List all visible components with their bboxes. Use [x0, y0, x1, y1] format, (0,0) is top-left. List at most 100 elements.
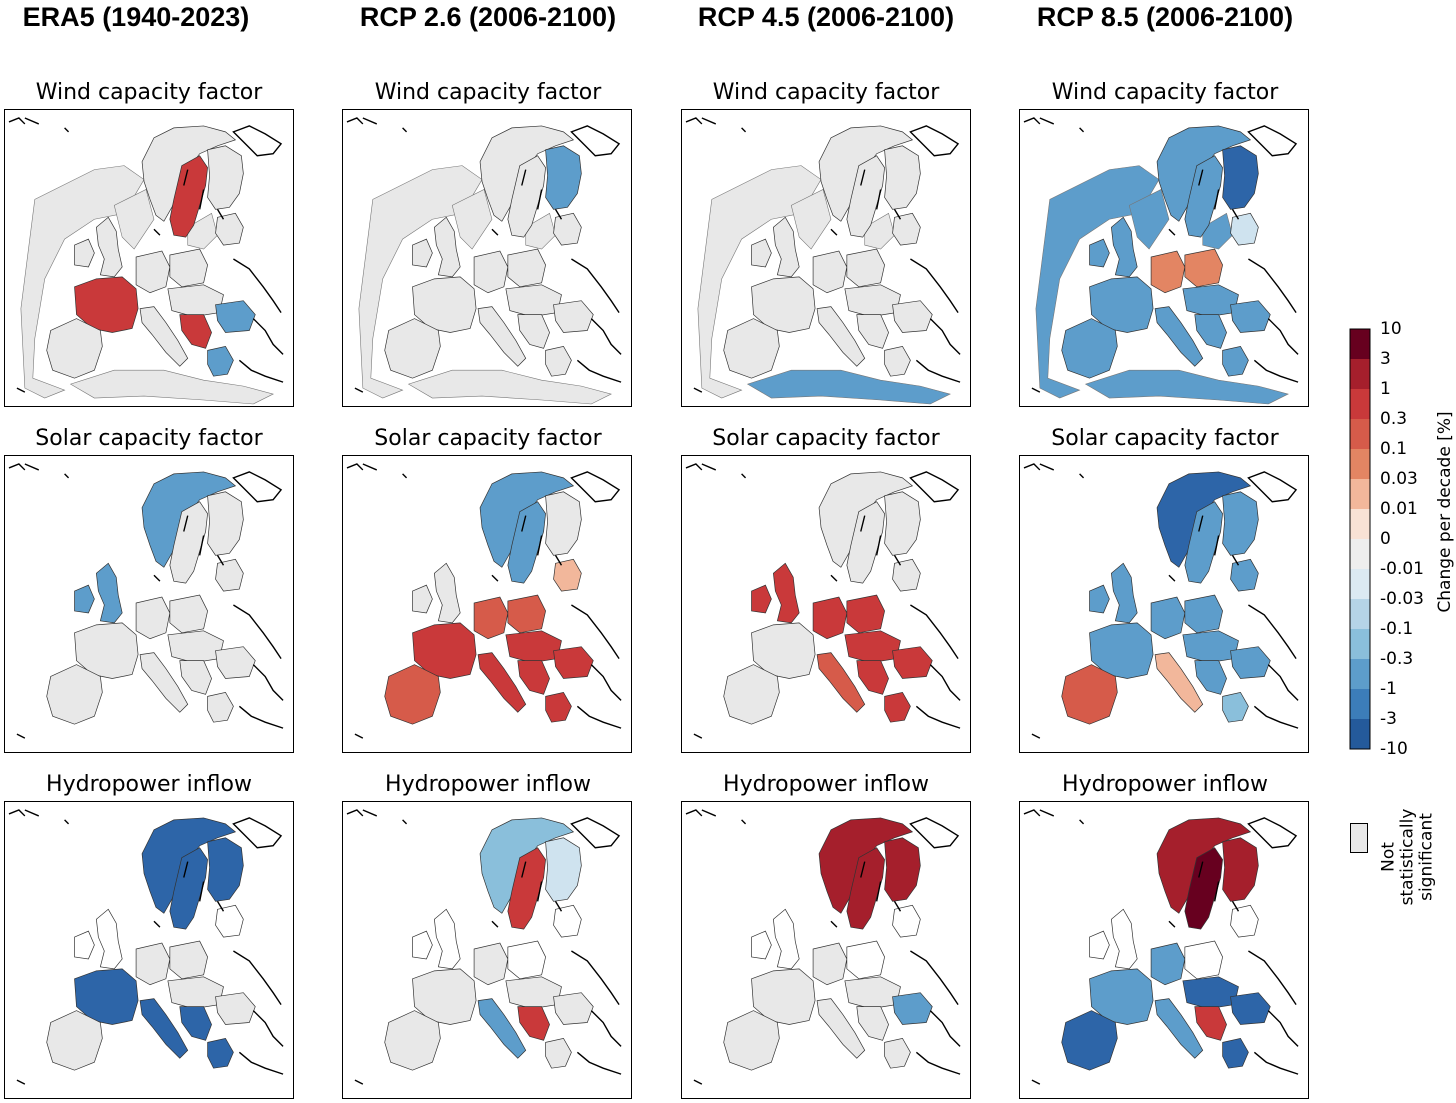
- region-baltics: [215, 558, 244, 592]
- coastline: [685, 117, 961, 393]
- panel-title-solar-era5: Solar capacity factor: [35, 426, 263, 451]
- region-finland: [884, 491, 921, 556]
- not-significant-label-line: statistically: [1397, 808, 1418, 906]
- region-balkans: [179, 1006, 212, 1041]
- region-greece: [545, 345, 572, 377]
- region-sweden: [846, 847, 885, 930]
- region-ireland: [74, 930, 95, 960]
- region-sweden: [1184, 501, 1223, 584]
- region-baltics: [1230, 904, 1259, 938]
- region-baltics: [215, 212, 244, 246]
- panel-title-wind-rcp26: Wind capacity factor: [374, 80, 602, 105]
- map-wind-rcp85: [1019, 109, 1309, 407]
- colorbar-tick-label: 0.03: [1380, 469, 1418, 489]
- region-north_sea: [1128, 189, 1170, 250]
- region-germany: [135, 596, 171, 640]
- region-greece: [545, 691, 572, 723]
- region-romania: [215, 300, 256, 333]
- colorbar-segment: [1350, 599, 1370, 630]
- region-finland: [207, 145, 244, 210]
- region-iberia: [46, 1010, 103, 1071]
- region-balkans: [517, 1006, 550, 1041]
- colorbar-segment: [1350, 539, 1370, 570]
- colorbar: [1349, 328, 1371, 750]
- map-solar-rcp26: [342, 455, 632, 753]
- panel-title-hydro-rcp85: Hydropower inflow: [1062, 772, 1268, 797]
- region-germany: [473, 596, 509, 640]
- region-italy: [139, 652, 189, 713]
- region-baltics: [892, 558, 921, 592]
- region-atlantic: [697, 165, 822, 399]
- colorbar-segment: [1350, 509, 1370, 540]
- region-finland: [207, 837, 244, 902]
- region-greece: [1222, 691, 1249, 723]
- region-iberia: [46, 664, 103, 725]
- region-north_sea: [451, 189, 493, 250]
- region-ireland: [412, 238, 433, 268]
- colorbar-tick-label: -3: [1380, 709, 1397, 729]
- region-germany: [135, 942, 171, 986]
- region-ireland: [74, 584, 95, 614]
- region-med: [407, 369, 612, 405]
- region-ireland: [412, 930, 433, 960]
- region-germany: [473, 250, 509, 294]
- colorbar-segment: [1350, 419, 1370, 450]
- region-baltics: [892, 212, 921, 246]
- coastline: [685, 809, 961, 1085]
- map-hydro-era5: [4, 801, 294, 1099]
- region-romania: [892, 992, 933, 1025]
- colorbar-segment: [1350, 569, 1370, 600]
- region-finland: [207, 491, 244, 556]
- region-uk: [772, 562, 800, 624]
- region-uk: [95, 562, 123, 624]
- region-balkans: [856, 660, 889, 695]
- region-iberia: [1061, 664, 1118, 725]
- colorbar-segment: [1350, 479, 1370, 510]
- region-med: [746, 369, 951, 405]
- region-italy: [477, 998, 527, 1059]
- region-romania: [553, 992, 594, 1025]
- panel-title-wind-rcp85: Wind capacity factor: [1051, 80, 1279, 105]
- region-france: [74, 968, 139, 1025]
- region-poland: [507, 248, 546, 288]
- region-uk: [95, 908, 123, 970]
- region-uk: [95, 216, 123, 278]
- region-italy: [1154, 306, 1204, 367]
- colorbar-tick-label: -0.01: [1380, 559, 1424, 579]
- region-romania: [892, 646, 933, 679]
- region-romania: [1230, 646, 1271, 679]
- colorbar-tick-label: 0: [1380, 529, 1391, 549]
- colorbar-segment: [1350, 659, 1370, 690]
- region-iberia: [723, 318, 780, 379]
- region-balkans: [856, 314, 889, 349]
- region-romania: [1230, 300, 1271, 333]
- region-baltic_sea: [1202, 212, 1233, 250]
- region-poland: [1184, 594, 1223, 634]
- region-france: [751, 276, 816, 333]
- region-poland: [507, 594, 546, 634]
- region-balkans: [1194, 314, 1227, 349]
- region-poland: [1184, 940, 1223, 980]
- region-greece: [207, 1037, 234, 1069]
- coastline: [8, 117, 284, 393]
- region-finland: [884, 145, 921, 210]
- coastline: [346, 809, 622, 1085]
- region-romania: [215, 992, 256, 1025]
- coastline: [1023, 809, 1299, 1085]
- region-balkans: [517, 314, 550, 349]
- region-atlantic: [20, 165, 145, 399]
- panel-title-wind-rcp45: Wind capacity factor: [712, 80, 940, 105]
- column-header-era5: ERA5 (1940-2023): [22, 2, 250, 32]
- region-italy: [477, 306, 527, 367]
- region-finland: [1222, 837, 1259, 902]
- colorbar-tick-label: 0.1: [1380, 439, 1408, 459]
- region-ireland: [751, 584, 772, 614]
- region-iberia: [384, 1010, 441, 1071]
- region-italy: [477, 652, 527, 713]
- region-iberia: [1061, 1010, 1118, 1071]
- region-france: [751, 968, 816, 1025]
- region-sweden: [846, 155, 885, 238]
- region-atlantic: [1035, 165, 1160, 399]
- column-header-rcp26: RCP 2.6 (2006-2100): [359, 2, 617, 32]
- region-ireland: [1089, 930, 1110, 960]
